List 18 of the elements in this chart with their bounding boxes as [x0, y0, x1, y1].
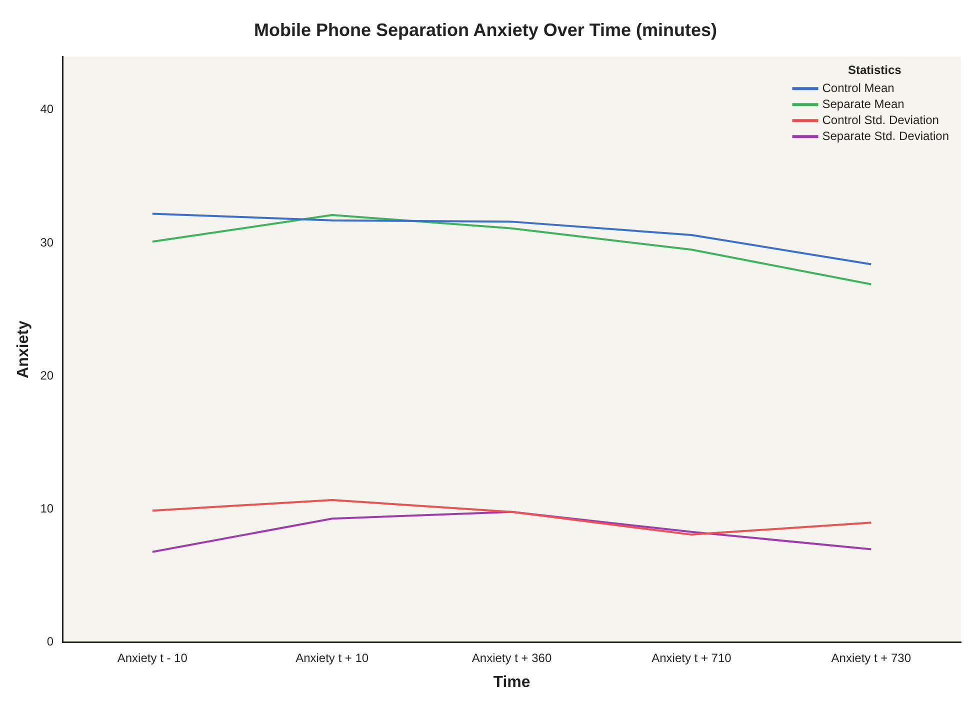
x-axis-title: Time	[493, 674, 530, 691]
x-tick-label: Anxiety t + 730	[831, 650, 912, 665]
x-tick-label: Anxiety t + 360	[472, 650, 552, 665]
x-tick-label: Anxiety t - 10	[117, 650, 188, 665]
y-tick-label: 40	[40, 102, 54, 116]
legend-label: Control Std. Deviation	[822, 112, 939, 127]
legend-title: Statistics	[848, 62, 902, 77]
y-tick-label: 10	[40, 502, 54, 516]
legend-label: Separate Std. Deviation	[822, 128, 950, 143]
x-tick-label: Anxiety t + 710	[652, 650, 732, 665]
y-axis-title: Anxiety	[15, 320, 32, 378]
chart-title: Mobile Phone Separation Anxiety Over Time (minutes)	[254, 20, 718, 40]
y-tick-label: 30	[40, 235, 54, 250]
legend-label: Control Mean	[822, 80, 894, 95]
legend-label: Separate Mean	[822, 96, 904, 111]
y-tick-label: 0	[46, 634, 54, 649]
y-tick-label: 20	[40, 368, 54, 382]
x-tick-label: Anxiety t + 10	[296, 650, 369, 665]
